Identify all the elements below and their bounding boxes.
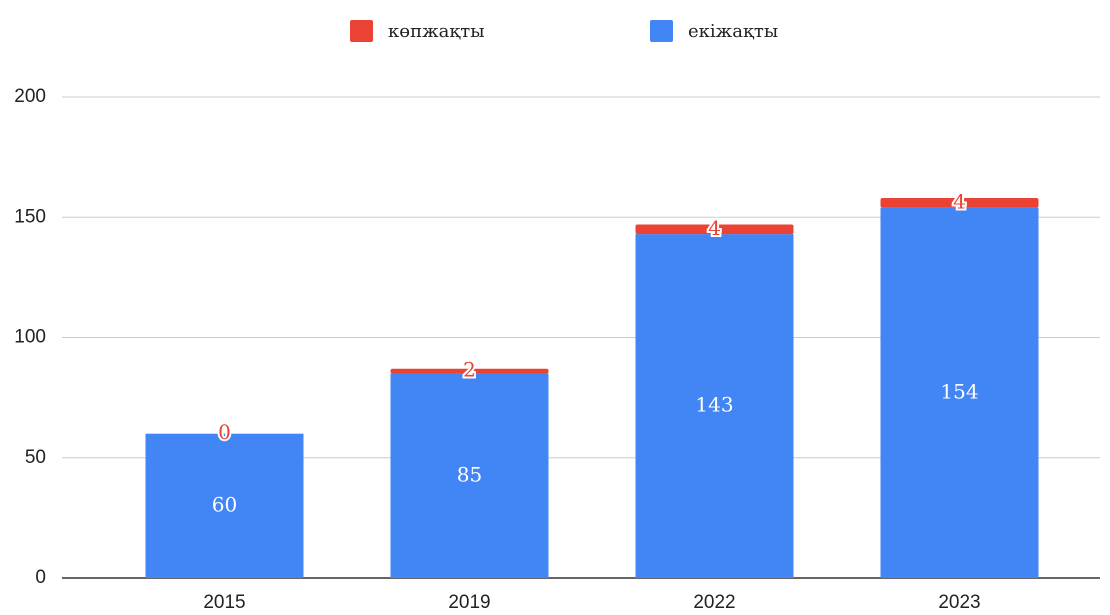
bar-segment: [390, 368, 549, 374]
y-tick-label: 200: [14, 86, 46, 107]
value-label: 85: [457, 462, 482, 486]
y-tick-label: 100: [14, 327, 46, 348]
y-tick-label: 150: [14, 206, 46, 227]
bar-segment: [635, 224, 794, 235]
value-label: 154: [940, 379, 978, 403]
value-label: 60: [212, 492, 237, 516]
value-label: 2: [463, 358, 476, 382]
bar-segment: [390, 373, 549, 578]
legend-swatch: [350, 20, 373, 42]
bar-segment: [145, 433, 304, 578]
value-label: 0: [218, 420, 231, 444]
y-tick-label: 0: [35, 567, 46, 588]
value-label: 4: [953, 189, 966, 213]
x-tick-label: 2023: [938, 592, 980, 613]
legend-label: көпжақты: [388, 21, 485, 42]
y-tick-label: 50: [25, 447, 46, 468]
x-tick-label: 2019: [448, 592, 490, 613]
value-label: 143: [695, 393, 733, 417]
x-tick-label: 2022: [693, 592, 735, 613]
x-tick-label: 2015: [203, 592, 245, 613]
legend-swatch: [650, 20, 673, 42]
bar-segment: [880, 198, 1039, 208]
bar-segment: [635, 234, 794, 578]
value-label: 4: [708, 216, 721, 240]
legend-label: екіжақты: [688, 21, 778, 42]
bar-segment: [880, 207, 1039, 578]
